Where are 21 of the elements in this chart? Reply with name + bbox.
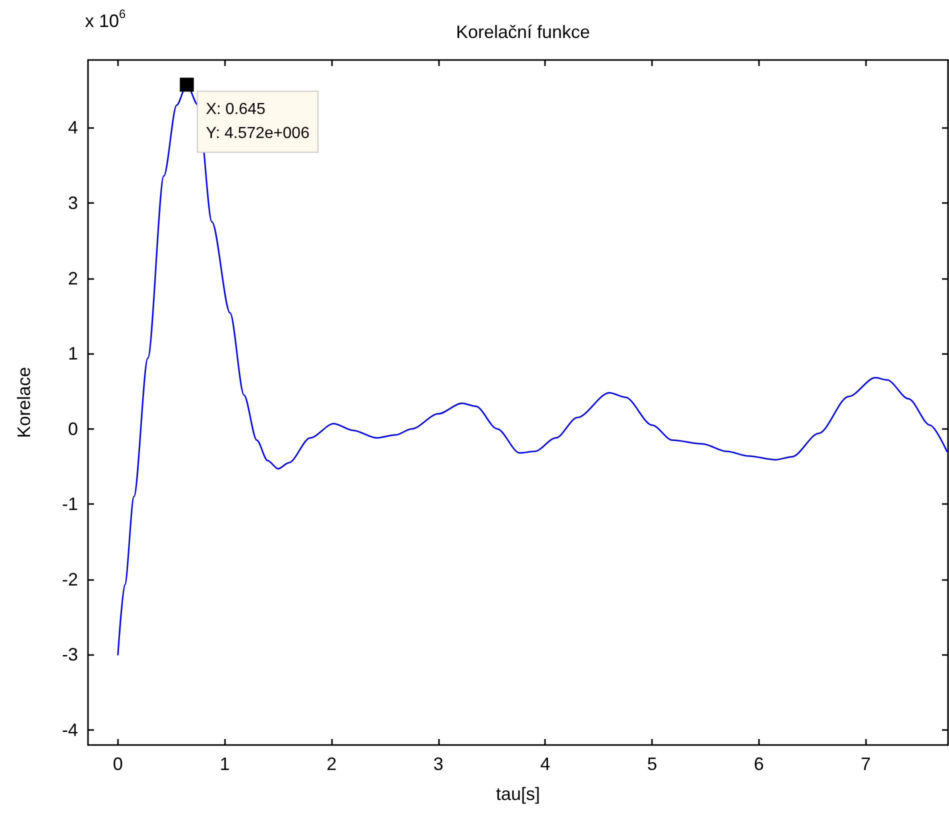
x-axis-title: tau[s] (496, 784, 540, 804)
y-axis-title: Korelace (14, 366, 34, 438)
x-tick-label: 2 (326, 754, 337, 774)
x-tick-label: 4 (540, 754, 550, 774)
x-tick-label: 1 (220, 754, 230, 774)
y-tick-label: 4 (68, 118, 78, 138)
y-tick-label: -3 (62, 644, 78, 665)
y-tick-label: 0 (68, 418, 78, 439)
annotation: X: 0.645 Y: 4.572e+006 (206, 101, 310, 142)
x-tick-label: 7 (860, 754, 871, 774)
y-tick-label: 1 (68, 344, 78, 364)
y-tick-label: -2 (62, 569, 78, 590)
y-tick-label: -4 (62, 720, 78, 740)
chart-title: Korelační funkce (456, 22, 590, 42)
y-tick-label: 2 (68, 268, 78, 288)
x-tick-label: 0 (112, 754, 123, 774)
y-tick-label: -1 (62, 494, 78, 514)
x-tick-label: 3 (433, 754, 444, 774)
x-tick-label: 5 (647, 754, 658, 774)
x-tick-label: 6 (754, 754, 764, 774)
y-tick-label: 3 (68, 193, 78, 214)
